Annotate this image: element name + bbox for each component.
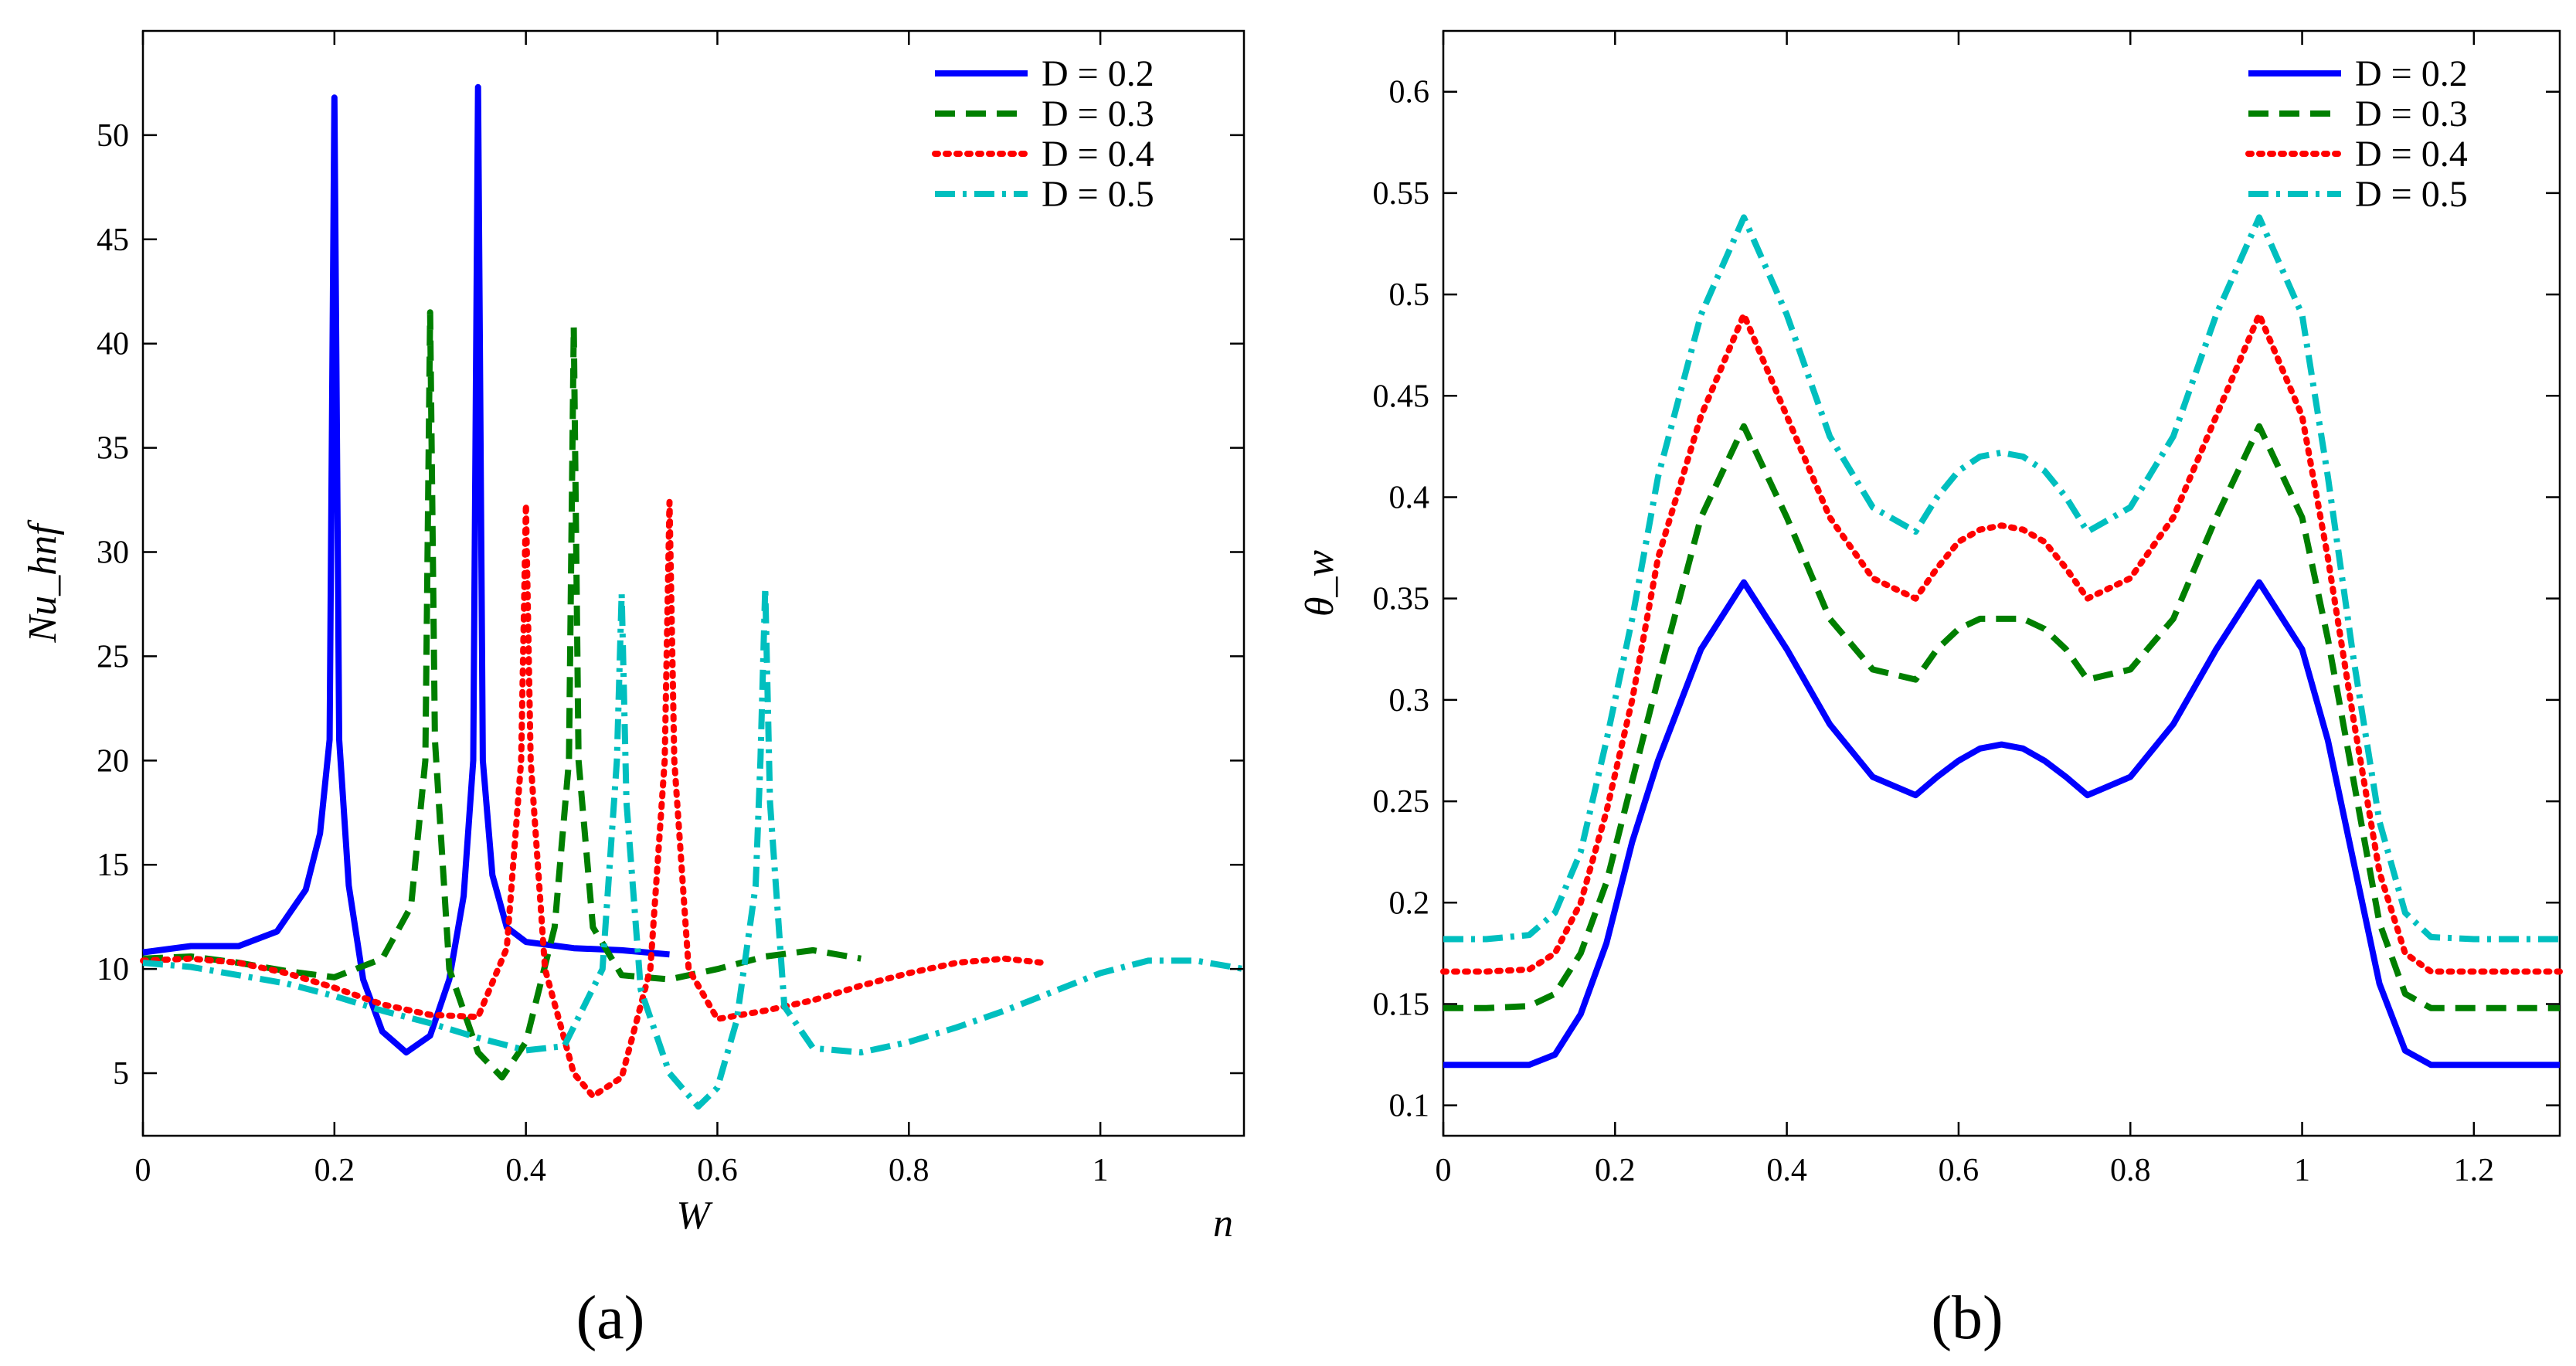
panel-a-y-axis-label: Nu_hnf: [21, 519, 65, 644]
panel-b-series-layer: [1440, 214, 2563, 1069]
y-tick-label: 0.55: [1373, 176, 1430, 212]
panel-a-axes-box: [141, 29, 1246, 1137]
x-tick-label: 0.4: [1766, 1153, 1807, 1188]
legend-label: D = 0.5: [1042, 174, 1154, 215]
series-line-d-0-5: [142, 584, 1245, 1110]
legend-label: D = 0.2: [1042, 53, 1154, 94]
y-tick-label: 35: [97, 431, 129, 467]
y-tick-label: 0.1: [1389, 1089, 1430, 1124]
series-line-d-0-4: [140, 498, 1046, 1099]
y-tick-label: 45: [97, 223, 129, 258]
y-tick-label: 0.45: [1373, 379, 1430, 414]
y-tick-label: 5: [113, 1056, 129, 1092]
y-tick-label: 15: [97, 848, 129, 883]
y-tick-label: 0.5: [1389, 277, 1430, 313]
y-tick-label: 30: [97, 535, 129, 571]
y-tick-label: 0.3: [1389, 683, 1430, 719]
y-tick-label: 0.15: [1373, 987, 1430, 1022]
legend-label: D = 0.3: [1042, 93, 1154, 134]
y-tick-label: 20: [97, 743, 129, 779]
legend-label: D = 0.4: [1042, 134, 1154, 175]
x-tick-label: 1: [2294, 1153, 2310, 1188]
x-tick-label: 0: [135, 1153, 151, 1188]
y-tick-label: 25: [97, 639, 129, 675]
panel-b-x-axis-label: n: [1213, 1201, 1233, 1245]
x-tick-label: 0.6: [697, 1153, 738, 1188]
x-tick-label: 0.2: [1595, 1153, 1636, 1188]
y-tick-label: 0.6: [1389, 75, 1430, 110]
panel-b-ticks-layer: 0 0.2 0.4 0.6 0.8 1 1.2 0.1 0.15 0.2 0.25 0.3 0.35 0.…: [1373, 31, 2560, 1188]
panel-b-chart: 0 0.2 0.4 0.6 0.8 1 1.2 0.1 0.15 0.2 0.25 0.3 0.35 0.…: [1213, 29, 2563, 1352]
x-tick-label: 0.8: [889, 1153, 929, 1188]
y-tick-label: 10: [97, 952, 129, 987]
panel-b-y-axis-label: θ_w: [1298, 550, 1342, 617]
series-line-d-0-3: [1443, 423, 2560, 1011]
panel-b-legend: D = 0.2D = 0.3D = 0.4D = 0.5: [2245, 53, 2468, 215]
legend-label: D = 0.5: [2355, 174, 2468, 215]
panel-a-caption: (a): [576, 1284, 645, 1352]
x-tick-label: 0.8: [2110, 1153, 2151, 1188]
y-tick-label: 40: [97, 327, 129, 362]
y-tick-label: 50: [97, 118, 129, 154]
y-tick-label: 0.35: [1373, 582, 1430, 617]
y-tick-label: 0.4: [1389, 480, 1430, 515]
x-tick-label: 0: [1436, 1153, 1452, 1188]
legend-label: D = 0.4: [2355, 134, 2468, 175]
y-tick-label: 0.2: [1389, 885, 1430, 921]
x-tick-label: 0.6: [1939, 1153, 1980, 1188]
x-tick-label: 0.4: [505, 1153, 546, 1188]
panel-b-caption: (b): [1931, 1284, 2003, 1352]
panel-a-x-axis-label: W: [676, 1194, 713, 1238]
series-line-d-0-2: [1443, 579, 2560, 1069]
series-line-d-0-4: [1440, 311, 2563, 975]
legend-label: D = 0.3: [2355, 93, 2468, 134]
series-line-d-0-3: [142, 309, 861, 1081]
x-tick-label: 1.2: [2454, 1153, 2495, 1188]
legend-label: D = 0.2: [2355, 53, 2468, 94]
y-tick-label: 0.25: [1373, 784, 1430, 820]
x-tick-label: 0.2: [314, 1153, 355, 1188]
panel-a-series-layer: [140, 83, 1245, 1110]
x-tick-label: 1: [1093, 1153, 1109, 1188]
series-line-d-0-5: [1443, 214, 2560, 943]
panel-a-legend: D = 0.2D = 0.3D = 0.4D = 0.5: [932, 53, 1154, 215]
